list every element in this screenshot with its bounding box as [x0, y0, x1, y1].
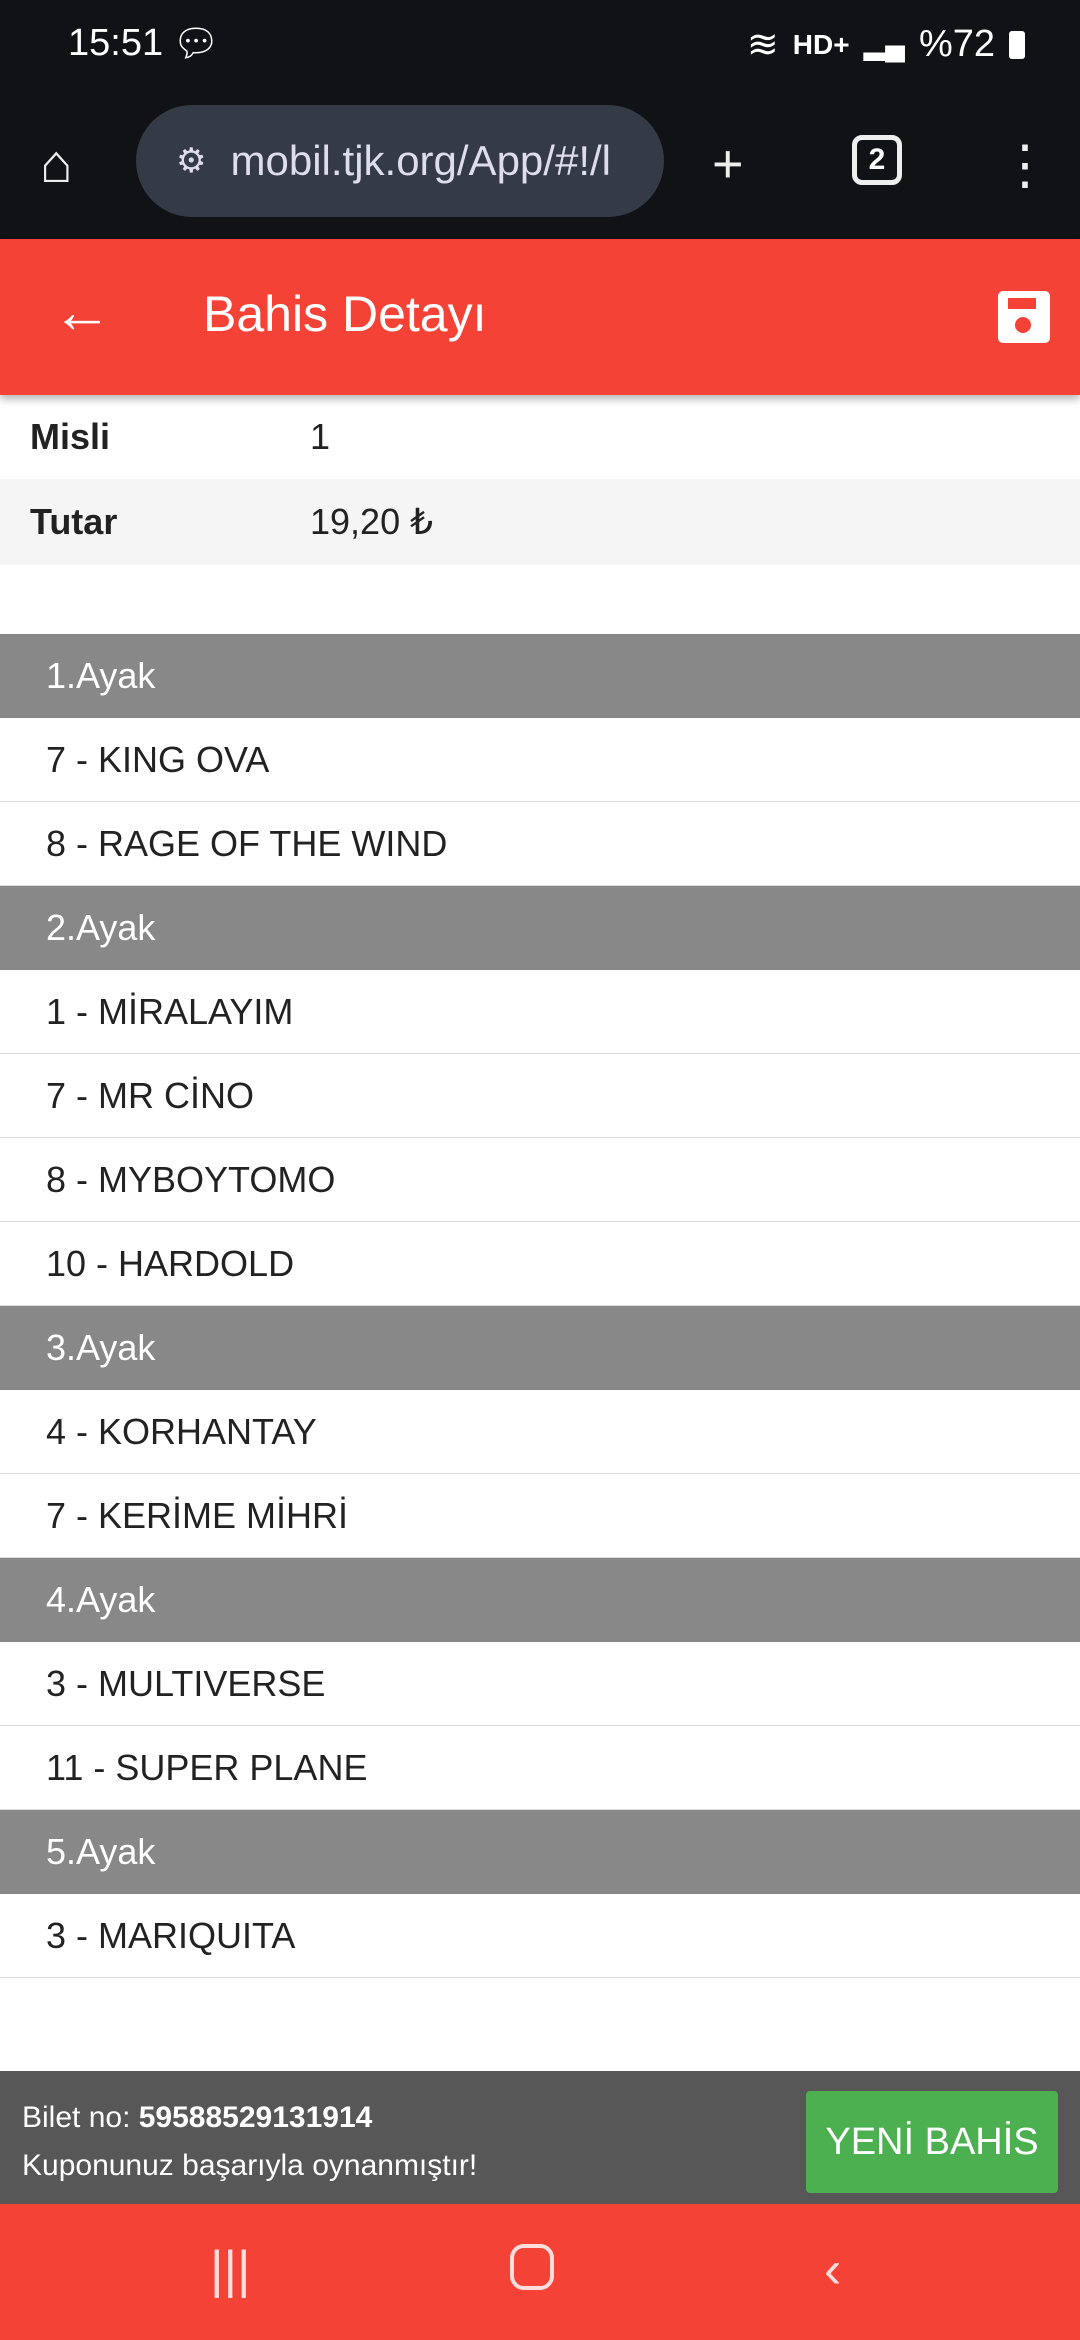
horse-item: 8 - RAGE OF THE WIND [0, 802, 1080, 886]
horse-item: 7 - KING OVA [0, 718, 1080, 802]
back-arrow-icon[interactable]: ← [52, 278, 112, 345]
horse-item: 1 - MİRALAYIM [0, 970, 1080, 1054]
browser-toolbar: ⌂ ⚙︎ mobil.tjk.org/App/#!/l + 2 ⋮ [0, 105, 1080, 239]
leg-header: 3.Ayak [0, 1306, 1080, 1390]
horse-item: 3 - MARIQUITA [0, 1894, 1080, 1978]
horse-item: 10 - HARDOLD [0, 1222, 1080, 1306]
success-message: Kuponunuz başarıyla oynanmıştır! [22, 2149, 478, 2182]
info-row-misli: Misli 1 [0, 395, 1080, 479]
new-bet-button[interactable]: YENİ BAHİS [806, 2091, 1058, 2193]
network-type: HD+ [792, 28, 850, 60]
battery-icon [1009, 30, 1025, 59]
clock: 15:51 [68, 22, 164, 64]
system-nav-bar: ||| ‹ [0, 2204, 1080, 2340]
info-row-tutar: Tutar 19,20 ₺ [0, 479, 1080, 565]
home-button-icon[interactable] [510, 2244, 554, 2290]
save-icon[interactable] [998, 291, 1050, 343]
back-icon[interactable]: ‹ [824, 2241, 842, 2299]
horse-item: 4 - KORHANTAY [0, 1390, 1080, 1474]
message-notification-icon: 💬︎ [172, 23, 221, 65]
recent-apps-icon[interactable]: ||| [210, 2241, 251, 2299]
leg-header: 5.Ayak [0, 1810, 1080, 1894]
home-icon[interactable]: ⌂ [40, 134, 73, 194]
address-bar[interactable]: ⚙︎ mobil.tjk.org/App/#!/l [136, 105, 664, 217]
leg-header: 1.Ayak [0, 634, 1080, 718]
horse-item: 8 - MYBOYTOMO [0, 1138, 1080, 1222]
horse-item: 7 - MR CİNO [0, 1054, 1080, 1138]
horse-item: 11 - SUPER PLANE [0, 1726, 1080, 1810]
ticket-number: 59588529131914 [138, 2101, 373, 2134]
menu-icon[interactable]: ⋮ [998, 135, 1052, 195]
horse-item: 3 - MULTIVERSE [0, 1642, 1080, 1726]
battery-level: %72 [918, 23, 995, 65]
bet-info: Misli 1 Tutar 19,20 ₺ [0, 395, 1080, 565]
url-text: mobil.tjk.org/App/#!/l [230, 137, 611, 184]
page-title: Bahis Detayı [203, 286, 487, 342]
signal-icon: ▂▄ [863, 29, 905, 60]
tabs-button[interactable]: 2 [852, 135, 902, 185]
status-bar: 15:51 💬︎ ≋ HD+ ▂▄ %72 [0, 0, 1080, 105]
info-value: 1 [310, 416, 331, 457]
leg-header: 4.Ayak [0, 1558, 1080, 1642]
info-label: Tutar [30, 501, 118, 542]
info-label: Misli [30, 416, 111, 457]
horse-item: 7 - KERİME MİHRİ [0, 1474, 1080, 1558]
site-settings-icon[interactable]: ⚙︎ [176, 142, 207, 180]
ticket-footer: Bilet no: 59588529131914 Kuponunuz başar… [0, 2071, 1080, 2204]
legs-list: 1.Ayak 7 - KING OVA 8 - RAGE OF THE WIND 2.… [0, 634, 1080, 1978]
info-value: 19,20 ₺ [310, 501, 433, 542]
leg-header: 2.Ayak [0, 886, 1080, 970]
ticket-label: Bilet no: [22, 2101, 131, 2134]
wifi-icon: ≋ [746, 24, 779, 66]
new-tab-icon[interactable]: + [712, 134, 744, 194]
app-bar: ← Bahis Detayı [0, 239, 1080, 395]
